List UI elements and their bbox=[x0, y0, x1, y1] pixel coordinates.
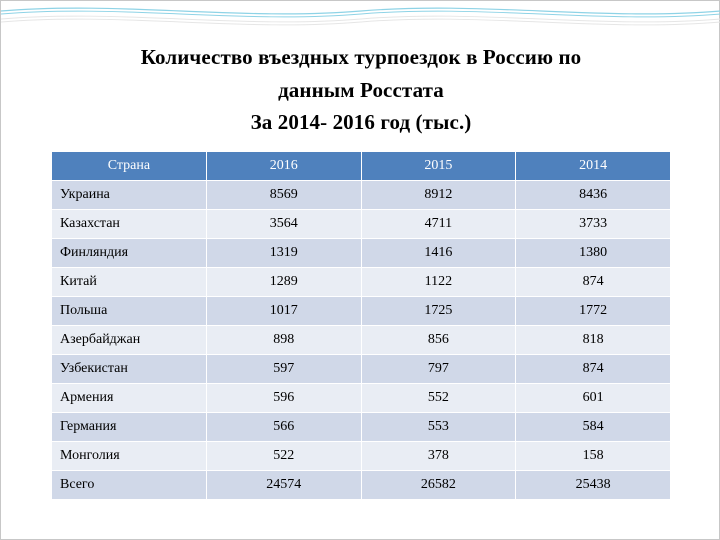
title-line-2: данным Росстата bbox=[1, 74, 720, 107]
col-header-2015: 2015 bbox=[361, 152, 516, 181]
cell-2015: 4711 bbox=[361, 210, 516, 239]
cell-2014: 874 bbox=[516, 268, 671, 297]
cell-2015: 8912 bbox=[361, 181, 516, 210]
cell-2015: 1122 bbox=[361, 268, 516, 297]
cell-2016: 522 bbox=[206, 442, 361, 471]
cell-2014: 1772 bbox=[516, 297, 671, 326]
cell-country: Германия bbox=[52, 413, 207, 442]
cell-country: Польша bbox=[52, 297, 207, 326]
table-header-row: Страна 2016 2015 2014 bbox=[52, 152, 671, 181]
cell-2015: 26582 bbox=[361, 471, 516, 500]
table-body: Украина 8569 8912 8436 Казахстан 3564 47… bbox=[52, 181, 671, 500]
slide-title: Количество въездных турпоездок в Россию … bbox=[1, 41, 720, 139]
cell-2015: 1725 bbox=[361, 297, 516, 326]
title-line-3: За 2014- 2016 год (тыс.) bbox=[1, 106, 720, 139]
cell-2016: 566 bbox=[206, 413, 361, 442]
cell-2014: 601 bbox=[516, 384, 671, 413]
cell-country: Китай bbox=[52, 268, 207, 297]
cell-country: Монголия bbox=[52, 442, 207, 471]
table-row: Китай 1289 1122 874 bbox=[52, 268, 671, 297]
title-line-1: Количество въездных турпоездок в Россию … bbox=[1, 41, 720, 74]
cell-2015: 552 bbox=[361, 384, 516, 413]
cell-2014: 158 bbox=[516, 442, 671, 471]
cell-2014: 25438 bbox=[516, 471, 671, 500]
table-row: Азербайджан 898 856 818 bbox=[52, 326, 671, 355]
cell-2016: 596 bbox=[206, 384, 361, 413]
table-row-total: Всего 24574 26582 25438 bbox=[52, 471, 671, 500]
cell-2015: 553 bbox=[361, 413, 516, 442]
table-row: Монголия 522 378 158 bbox=[52, 442, 671, 471]
cell-2016: 898 bbox=[206, 326, 361, 355]
cell-2014: 874 bbox=[516, 355, 671, 384]
table-row: Украина 8569 8912 8436 bbox=[52, 181, 671, 210]
cell-country: Финляндия bbox=[52, 239, 207, 268]
cell-2015: 856 bbox=[361, 326, 516, 355]
cell-country: Всего bbox=[52, 471, 207, 500]
cell-country: Казахстан bbox=[52, 210, 207, 239]
slide: Количество въездных турпоездок в Россию … bbox=[0, 0, 720, 540]
cell-country: Узбекистан bbox=[52, 355, 207, 384]
table-row: Финляндия 1319 1416 1380 bbox=[52, 239, 671, 268]
cell-2015: 378 bbox=[361, 442, 516, 471]
cell-2015: 1416 bbox=[361, 239, 516, 268]
decorative-wave bbox=[1, 1, 720, 31]
col-header-country: Страна bbox=[52, 152, 207, 181]
cell-2014: 584 bbox=[516, 413, 671, 442]
cell-2016: 3564 bbox=[206, 210, 361, 239]
cell-country: Украина bbox=[52, 181, 207, 210]
cell-2014: 818 bbox=[516, 326, 671, 355]
table-row: Армения 596 552 601 bbox=[52, 384, 671, 413]
cell-2016: 24574 bbox=[206, 471, 361, 500]
col-header-2014: 2014 bbox=[516, 152, 671, 181]
cell-2014: 1380 bbox=[516, 239, 671, 268]
cell-2016: 1289 bbox=[206, 268, 361, 297]
cell-2016: 8569 bbox=[206, 181, 361, 210]
cell-2014: 3733 bbox=[516, 210, 671, 239]
table-row: Польша 1017 1725 1772 bbox=[52, 297, 671, 326]
cell-2016: 1319 bbox=[206, 239, 361, 268]
cell-country: Армения bbox=[52, 384, 207, 413]
table-row: Узбекистан 597 797 874 bbox=[52, 355, 671, 384]
col-header-2016: 2016 bbox=[206, 152, 361, 181]
cell-2014: 8436 bbox=[516, 181, 671, 210]
table-row: Казахстан 3564 4711 3733 bbox=[52, 210, 671, 239]
table-row: Германия 566 553 584 bbox=[52, 413, 671, 442]
cell-country: Азербайджан bbox=[52, 326, 207, 355]
inbound-trips-table: Страна 2016 2015 2014 Украина 8569 8912 … bbox=[51, 151, 671, 500]
cell-2015: 797 bbox=[361, 355, 516, 384]
cell-2016: 597 bbox=[206, 355, 361, 384]
cell-2016: 1017 bbox=[206, 297, 361, 326]
